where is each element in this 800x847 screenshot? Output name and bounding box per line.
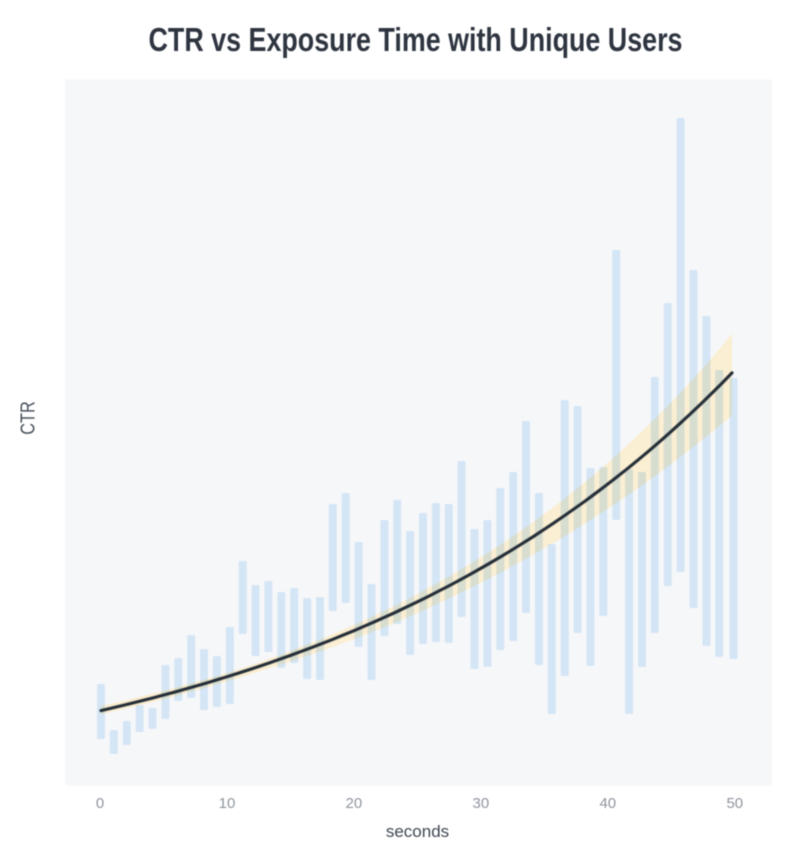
svg-text:CTR: CTR (18, 401, 40, 435)
svg-text:seconds: seconds (386, 822, 449, 841)
svg-text:20: 20 (346, 795, 363, 812)
svg-text:50: 50 (726, 795, 743, 812)
svg-text:30: 30 (473, 795, 490, 812)
svg-text:10: 10 (219, 795, 236, 812)
svg-text:CTR vs Exposure Time with Uniq: CTR vs Exposure Time with Unique Users (149, 21, 683, 58)
svg-text:40: 40 (599, 795, 616, 812)
svg-text:0: 0 (96, 795, 104, 812)
